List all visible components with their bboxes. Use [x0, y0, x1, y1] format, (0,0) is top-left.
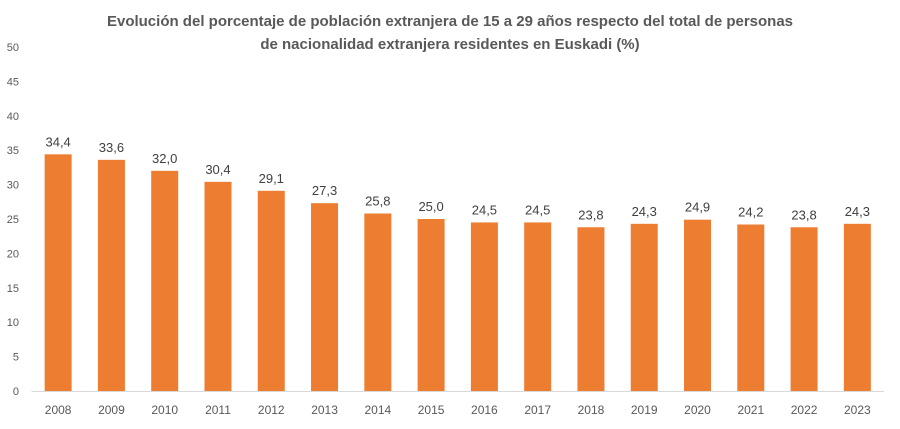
y-tick-label: 50	[7, 42, 19, 54]
bar-2023	[843, 223, 871, 391]
y-tick-label: 20	[7, 248, 19, 260]
y-tick-label: 10	[7, 317, 19, 329]
data-label-2017: 24,5	[525, 202, 550, 217]
bar-2014	[364, 213, 392, 391]
data-label-2022: 23,8	[791, 207, 816, 222]
y-tick-label: 40	[7, 111, 19, 123]
x-tick-label: 2012	[258, 403, 285, 417]
bar-2016	[470, 222, 498, 391]
x-tick-label: 2022	[791, 403, 818, 417]
x-tick-label: 2010	[151, 403, 178, 417]
x-tick-label: 2008	[45, 403, 72, 417]
y-tick-label: 45	[7, 76, 19, 88]
data-label-2016: 24,5	[472, 202, 497, 217]
bar-2018	[577, 227, 605, 391]
data-label-2013: 27,3	[312, 183, 337, 198]
bar-2008	[44, 154, 72, 391]
x-tick-label: 2018	[578, 403, 605, 417]
y-tick-label: 25	[7, 214, 19, 226]
bar-2010	[151, 170, 179, 391]
x-tick-label: 2020	[684, 403, 711, 417]
x-tick-label: 2023	[844, 403, 871, 417]
x-tick-label: 2016	[471, 403, 498, 417]
x-tick-label: 2017	[524, 403, 551, 417]
x-tick-label: 2011	[205, 403, 231, 417]
x-tick-label: 2014	[364, 403, 391, 417]
data-label-2015: 25,0	[418, 199, 443, 214]
x-tick-label: 2013	[311, 403, 338, 417]
data-label-2019: 24,3	[632, 204, 657, 219]
y-tick-label: 30	[7, 180, 19, 192]
bar-2022	[790, 227, 818, 391]
bar-2009	[97, 159, 125, 391]
data-label-2010: 32,0	[152, 151, 177, 166]
x-tick-label: 2019	[631, 403, 658, 417]
data-label-2014: 25,8	[365, 193, 390, 208]
data-label-2023: 24,3	[845, 204, 870, 219]
data-label-2012: 29,1	[259, 171, 284, 186]
bar-2019	[630, 223, 658, 391]
x-tick-label: 2021	[737, 403, 764, 417]
bar-2011	[204, 181, 232, 391]
data-label-2011: 30,4	[205, 162, 230, 177]
bar-2020	[684, 219, 712, 391]
bar-2017	[524, 222, 552, 391]
x-tick-label: 2015	[418, 403, 445, 417]
bar-2013	[311, 203, 339, 391]
y-tick-label: 35	[7, 145, 19, 157]
data-label-2009: 33,6	[99, 140, 124, 155]
data-label-2020: 24,9	[685, 200, 710, 215]
y-tick-label: 5	[13, 352, 19, 364]
x-tick-label: 2009	[98, 403, 125, 417]
chart-title-line-2: de nacionalidad extranjera residentes en…	[260, 36, 639, 53]
bar-2021	[737, 224, 765, 391]
bar-2012	[257, 190, 285, 391]
data-label-2021: 24,2	[738, 205, 763, 220]
y-tick-label: 0	[13, 386, 19, 398]
y-tick-label: 15	[7, 283, 19, 295]
data-label-2008: 34,4	[45, 134, 70, 149]
data-label-2018: 23,8	[578, 207, 603, 222]
chart-title-line-1: Evolución del porcentaje de población ex…	[107, 13, 793, 30]
bar-2015	[417, 219, 445, 391]
